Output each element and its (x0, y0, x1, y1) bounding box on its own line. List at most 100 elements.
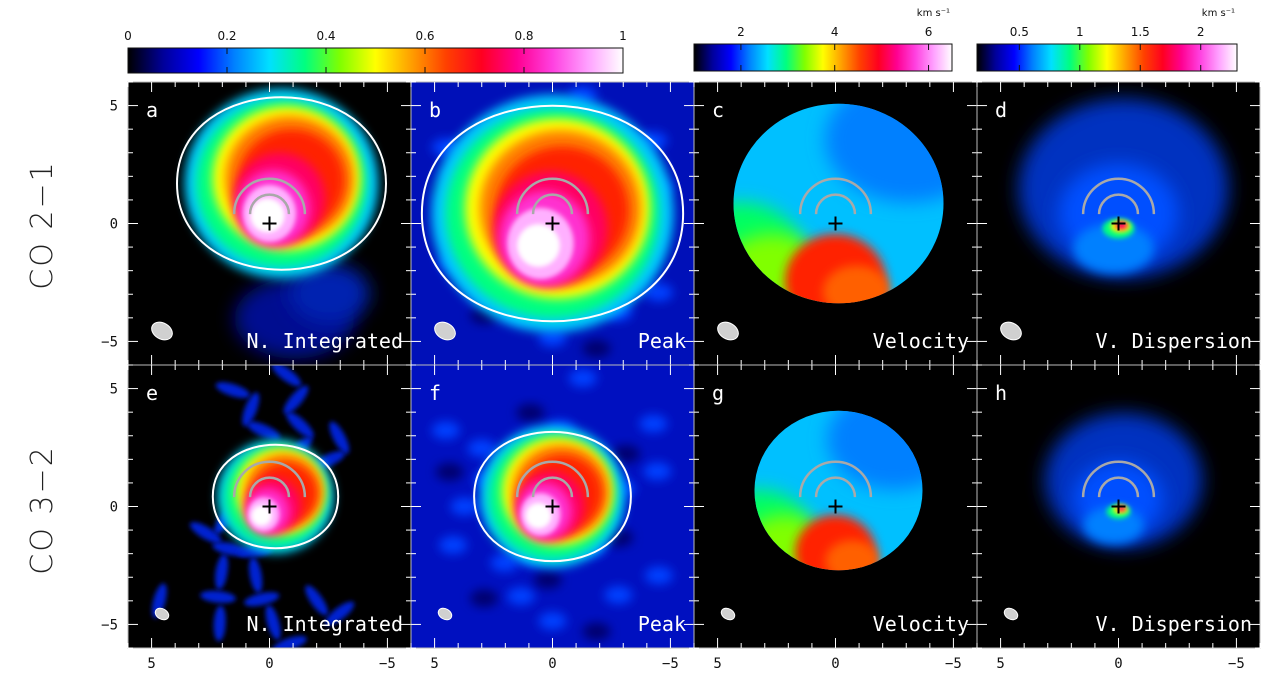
emission-blob (435, 462, 464, 481)
emission-blob (582, 339, 611, 358)
y-tick-label: −5 (101, 617, 118, 633)
emission-blob (329, 421, 350, 454)
contour-line (175, 96, 388, 271)
x-tick-label: −5 (379, 656, 396, 672)
y-tick-label: 0 (110, 217, 118, 233)
colorbar-tick-label: 6 (925, 25, 933, 39)
panel-image (128, 365, 411, 648)
emission-blob (271, 365, 302, 387)
beam-ellipse (434, 321, 456, 341)
panel-h: h V. Dispersion (976, 364, 1261, 649)
colorbar-tick-label: 0.5 (1010, 25, 1029, 39)
emission-blob (644, 283, 673, 302)
emission-blob (247, 421, 281, 440)
y-tick-label: 0 (110, 500, 118, 516)
panel-name: Peak (638, 329, 686, 353)
emission-blob (506, 587, 535, 606)
x-tick-label: −5 (1228, 656, 1245, 672)
panel-image (411, 82, 694, 365)
emission-blob (1083, 506, 1144, 544)
panel-g: g Velocity (693, 364, 978, 649)
colorbar-unit: km s⁻¹ (917, 8, 950, 19)
shadow-arc (798, 177, 873, 215)
shadow-arc (1081, 177, 1156, 215)
x-tick-label: 0 (1114, 656, 1122, 672)
emission-blob (431, 421, 460, 440)
emission-blob (305, 585, 328, 616)
panel-name: Velocity (873, 329, 969, 353)
emission-blob (151, 583, 167, 619)
emission-blob (516, 403, 545, 422)
emission-blob (244, 592, 280, 607)
contour-line (420, 104, 685, 323)
shadow-arc (515, 460, 590, 498)
panel-letter: d (995, 98, 1007, 122)
axes: 5 0 −5 5 0 −5 5 0 −5 5 0 −5 5 0 −5 5 0 −5 (101, 99, 1245, 672)
panel-letter: a (146, 98, 158, 122)
x-tick-label: 0 (265, 656, 273, 672)
emission-blob (827, 410, 923, 490)
emission-blob (251, 505, 272, 526)
colorbar-tick-label: 1 (619, 29, 627, 43)
beam-ellipse (717, 321, 739, 341)
panel-name: V. Dispersion (1095, 329, 1252, 353)
emission-blob (825, 540, 880, 571)
y-tick-label: −5 (101, 334, 118, 350)
x-tick-label: 5 (996, 656, 1004, 672)
panel-name: N. Integrated (246, 329, 403, 353)
emission-blob (1073, 223, 1154, 274)
panel-d: d V. Dispersion (976, 81, 1261, 366)
panel-letter: h (995, 381, 1007, 405)
colorbar-tick-label: 2 (1197, 25, 1205, 39)
panel-grid: a N. Integrated b Peak c Velocity d V. Dispersi… (127, 81, 1261, 649)
emission-blob (582, 622, 611, 641)
colorbar-tick-label: 1.5 (1131, 25, 1150, 39)
panel-image (694, 365, 977, 648)
emission-blob (200, 590, 236, 604)
emission-blob (525, 502, 552, 529)
shadow-arc (798, 460, 873, 498)
emission-blob (283, 385, 309, 415)
x-tick-label: 5 (713, 656, 721, 672)
colorbar-velocity (693, 43, 953, 72)
panel-image (694, 82, 977, 365)
y-tick-label: 5 (110, 382, 118, 398)
row-label-co32: CO 3−2 (25, 445, 60, 574)
emission-blob (568, 369, 597, 388)
emission-blob (644, 566, 673, 585)
emission-blob (286, 411, 314, 439)
panel-image (977, 82, 1260, 365)
emission-blob (213, 605, 226, 642)
emission-blob (289, 263, 370, 324)
emission-blob (215, 382, 251, 399)
panel-c: c Velocity (693, 81, 978, 366)
emission-blob (265, 605, 281, 640)
panel-letter: g (712, 381, 724, 405)
colorbar-unit: km s⁻¹ (1202, 8, 1235, 19)
colorbar-tick-label: 0 (124, 29, 132, 43)
colorbar-tick-label: 0.2 (217, 29, 236, 43)
x-tick-label: 5 (147, 656, 155, 672)
emission-blob (272, 635, 307, 648)
beam-ellipse (1000, 321, 1022, 341)
emission-blob (467, 439, 496, 458)
emission-blob (825, 103, 944, 203)
panel-name: V. Dispersion (1095, 612, 1252, 636)
colorbars: 0 0.2 0.4 0.6 0.8 1 2 4 6 km s⁻¹ 0.5 1 1.5 2 km s⁻¹ (124, 8, 1238, 74)
colorbar-tick-label: 0.6 (415, 29, 434, 43)
x-tick-label: −5 (662, 656, 679, 672)
colorbar-tick-label: 4 (831, 25, 839, 39)
panel-letter: f (429, 381, 441, 405)
emission-blob (450, 497, 479, 516)
emission-blob (248, 557, 263, 593)
emission-blob (189, 522, 222, 544)
panel-b: b Peak (410, 81, 695, 366)
panel-a: a N. Integrated (127, 81, 412, 366)
emission-blob (538, 611, 567, 630)
contour-line (211, 443, 340, 550)
emission-blob (643, 462, 672, 481)
panel-letter: b (429, 98, 441, 122)
panel-image (411, 365, 694, 648)
beam-ellipse (154, 607, 170, 621)
shadow-arc (232, 460, 307, 498)
